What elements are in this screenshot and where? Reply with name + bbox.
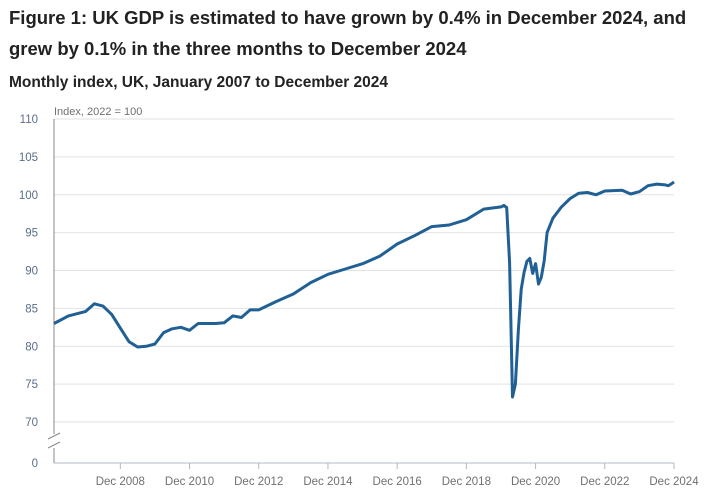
x-tick-label: Dec 2020 [511,476,560,488]
y-tick-label: 70 [25,417,38,429]
x-tick-label: Dec 2022 [580,476,629,488]
x-tick-label: Dec 2016 [373,476,422,488]
chart-header: Figure 1: UK GDP is estimated to have gr… [9,2,699,92]
chart-subtitle: Monthly index, UK, January 2007 to Decem… [9,74,389,91]
y-tick-label: 105 [19,152,38,164]
series-line-gdp [53,180,675,399]
axis-break-mark [47,432,61,440]
y-tick-label: 85 [25,303,38,315]
y-tick-label: 80 [25,341,38,353]
y-tick-label: 75 [25,379,38,391]
y-tick-label: 100 [19,190,38,202]
y-tick-label: 95 [25,228,38,240]
axis-break-mark [47,441,61,449]
x-tick-label: Dec 2018 [442,476,491,488]
y-tick-label: 110 [20,114,38,126]
x-tick-label: Dec 2010 [165,476,214,488]
x-tick-label: Dec 2008 [96,476,145,488]
x-tick-label: Dec 2012 [234,476,283,488]
y-axis-label: Index, 2022 = 100 [54,106,142,118]
x-tick-label: Dec 2024 [649,476,699,488]
x-tick-label: Dec 2014 [303,476,353,488]
y-tick-label: 90 [25,266,38,278]
chart-title: Figure 1: UK GDP is estimated to have gr… [9,7,687,59]
y-tick-label: 0 [32,458,38,470]
